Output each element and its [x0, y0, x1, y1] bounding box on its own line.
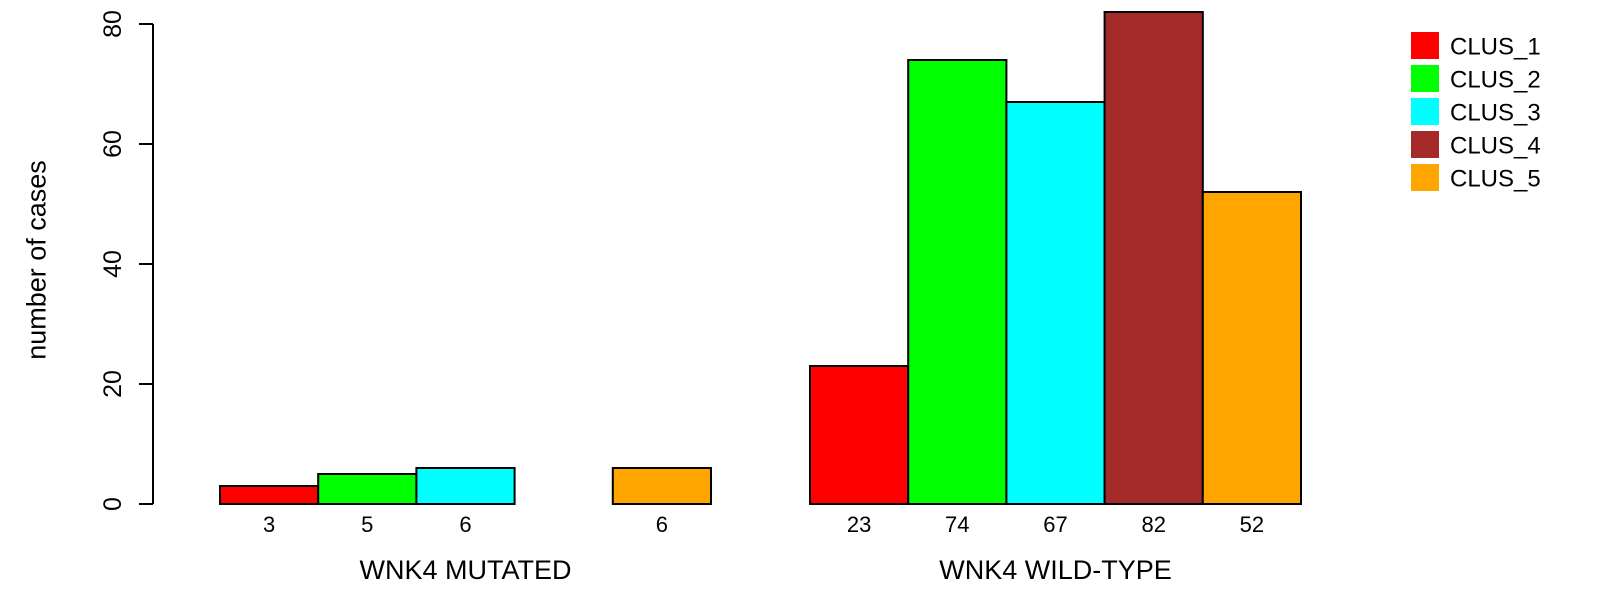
legend-swatch: [1411, 32, 1439, 59]
bar-value-label: 67: [1043, 512, 1067, 537]
group-label: WNK4 MUTATED: [360, 555, 572, 585]
bar-value-label: 23: [847, 512, 871, 537]
bar-clus-3-group-2: [1005, 101, 1106, 505]
legend-label: CLUS_4: [1450, 132, 1541, 159]
y-tick-label: 60: [99, 130, 127, 158]
bar-clus-3-group-1: [415, 467, 516, 505]
bar-clus-2-group-1: [317, 473, 418, 505]
legend: CLUS_1 CLUS_2 CLUS_3 CLUS_4 CLUS_5: [1411, 32, 1541, 192]
bar-value-label: 3: [263, 512, 275, 537]
legend-swatch: [1411, 164, 1439, 191]
y-axis: 0 20 40 60 80: [99, 10, 154, 511]
group-labels: WNK4 MUTATED WNK4 WILD-TYPE: [360, 555, 1172, 585]
bar-value-labels: 3 5 6 6 23 74 67 82 52: [263, 512, 1264, 537]
y-tick-label: 0: [99, 497, 127, 511]
y-axis-title: number of cases: [21, 160, 51, 360]
legend-swatch: [1411, 65, 1439, 92]
legend-label: CLUS_5: [1450, 165, 1541, 192]
bar-value-label: 52: [1240, 512, 1264, 537]
bar-clus-4-group-2: [1103, 11, 1204, 505]
legend-swatch: [1411, 131, 1439, 158]
legend-label: CLUS_2: [1450, 66, 1541, 93]
y-tick-label: 40: [99, 250, 127, 278]
bar-clus-2-group-2: [907, 59, 1008, 505]
bars: [219, 11, 1303, 505]
bar-clus-5-group-2: [1201, 191, 1303, 505]
bar-value-label: 6: [459, 512, 471, 537]
bar-clus-5-group-1: [611, 467, 712, 505]
legend-label: CLUS_1: [1450, 33, 1541, 60]
legend-label: CLUS_3: [1450, 99, 1541, 126]
bar-clus-1-group-2: [809, 365, 910, 505]
group-label: WNK4 WILD-TYPE: [939, 555, 1172, 585]
y-tick-label: 80: [99, 10, 127, 38]
y-tick-label: 20: [99, 370, 127, 398]
bar-clus-1-group-1: [219, 485, 320, 505]
bar-value-label: 74: [945, 512, 969, 537]
legend-swatch: [1411, 98, 1439, 125]
bar-value-label: 82: [1141, 512, 1165, 537]
bar-value-label: 5: [361, 512, 373, 537]
bar-value-label: 6: [656, 512, 668, 537]
